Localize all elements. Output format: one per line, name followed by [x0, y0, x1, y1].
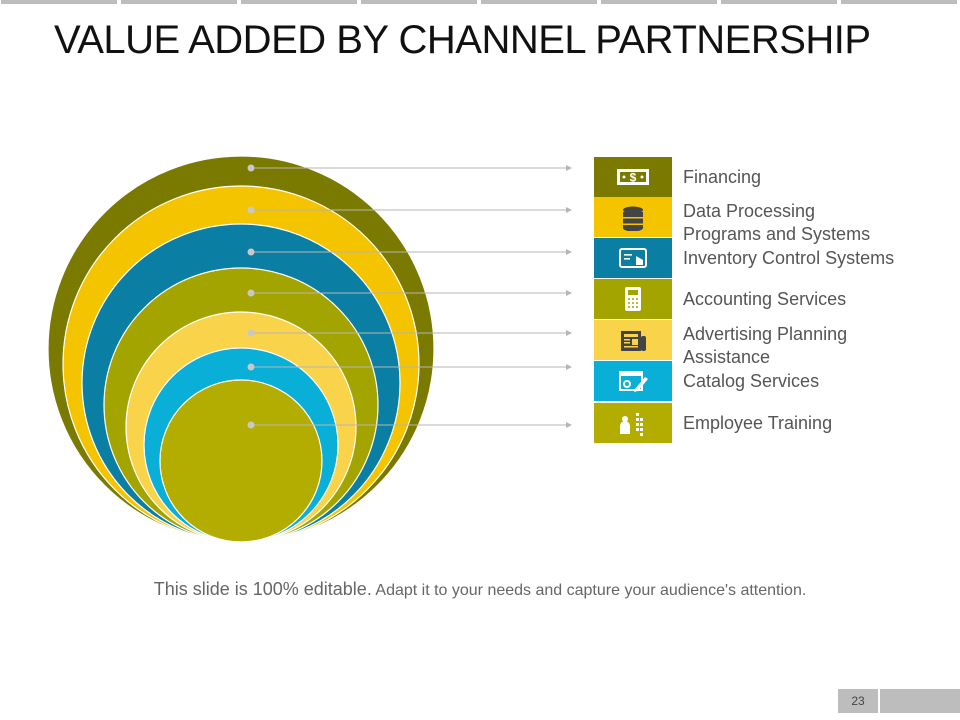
- slide-title: VALUE ADDED BY CHANNEL PARTNERSHIP: [54, 18, 871, 62]
- connector-dot: [247, 289, 255, 297]
- footer-part1: This slide is 100% editable.: [153, 579, 372, 599]
- top-bar-segment: [121, 0, 237, 4]
- item-label-line: Advertising Planning: [683, 324, 848, 344]
- connector-arrowhead: [566, 364, 572, 370]
- connector-arrowhead: [566, 249, 572, 255]
- calculator-icon: [625, 287, 641, 311]
- item-icon-box: [594, 361, 672, 401]
- money-icon: $: [617, 169, 649, 185]
- connector-dot: [247, 248, 255, 256]
- page-bar: [880, 689, 960, 713]
- item-label-line: Catalog Services: [683, 370, 820, 391]
- connector-arrowhead: [566, 330, 572, 336]
- item-label: Accounting Services: [683, 288, 846, 311]
- item-label: Financing: [683, 166, 761, 189]
- footer-part2: Adapt it to your needs and capture your …: [371, 582, 807, 599]
- connector-arrowhead: [566, 165, 572, 171]
- item-icon-box: [594, 403, 672, 443]
- item-label: Inventory Control Systems: [683, 247, 894, 270]
- footer-note: This slide is 100% editable. Adapt it to…: [0, 579, 960, 600]
- database-icon: [623, 206, 643, 231]
- item-icon-box: [594, 279, 672, 319]
- connector-dot: [247, 164, 255, 172]
- item-label: Employee Training: [683, 412, 832, 435]
- item-icon-box: [594, 320, 672, 360]
- item-label-line: Accounting Services: [683, 288, 847, 309]
- connector-dot: [247, 363, 255, 371]
- page-number: 23: [838, 689, 878, 713]
- connector-arrowhead: [566, 422, 572, 428]
- training-presentation-icon: [620, 413, 643, 436]
- top-bar-segment: [601, 0, 717, 4]
- top-bar-segment: [841, 0, 957, 4]
- top-bar-segment: [481, 0, 597, 4]
- item-label-line: Financing: [683, 166, 762, 187]
- item-icon-box: [594, 197, 672, 237]
- touch-screen-icon: [619, 248, 647, 268]
- connector-dot: [247, 421, 255, 429]
- connector-arrowhead: [566, 290, 572, 296]
- item-label-line: Data Processing: [683, 201, 816, 221]
- design-edit-icon: [619, 371, 648, 392]
- top-bar-segment: [241, 0, 357, 4]
- item-icon-box: $: [594, 157, 672, 197]
- item-label: Advertising Planning Assistance: [683, 323, 847, 369]
- top-bar-segment: [721, 0, 837, 4]
- item-icon-box: [594, 238, 672, 278]
- connector-arrowhead: [566, 207, 572, 213]
- item-label-line: Employee Training: [683, 412, 833, 433]
- item-label-line: Inventory Control Systems: [683, 247, 895, 268]
- connector-dot: [247, 206, 255, 214]
- newspaper-icon: [621, 331, 646, 351]
- item-label: Catalog Services: [683, 370, 819, 393]
- connector-dot: [247, 329, 255, 337]
- item-label-line: Programs and Systems: [683, 224, 871, 244]
- ring-7: [159, 379, 323, 543]
- top-bar-segment: [1, 0, 117, 4]
- svg-text:$: $: [630, 171, 637, 185]
- item-label: Data Processing Programs and Systems: [683, 200, 870, 246]
- item-label-line: Assistance: [683, 347, 771, 367]
- top-bar-segment: [361, 0, 477, 4]
